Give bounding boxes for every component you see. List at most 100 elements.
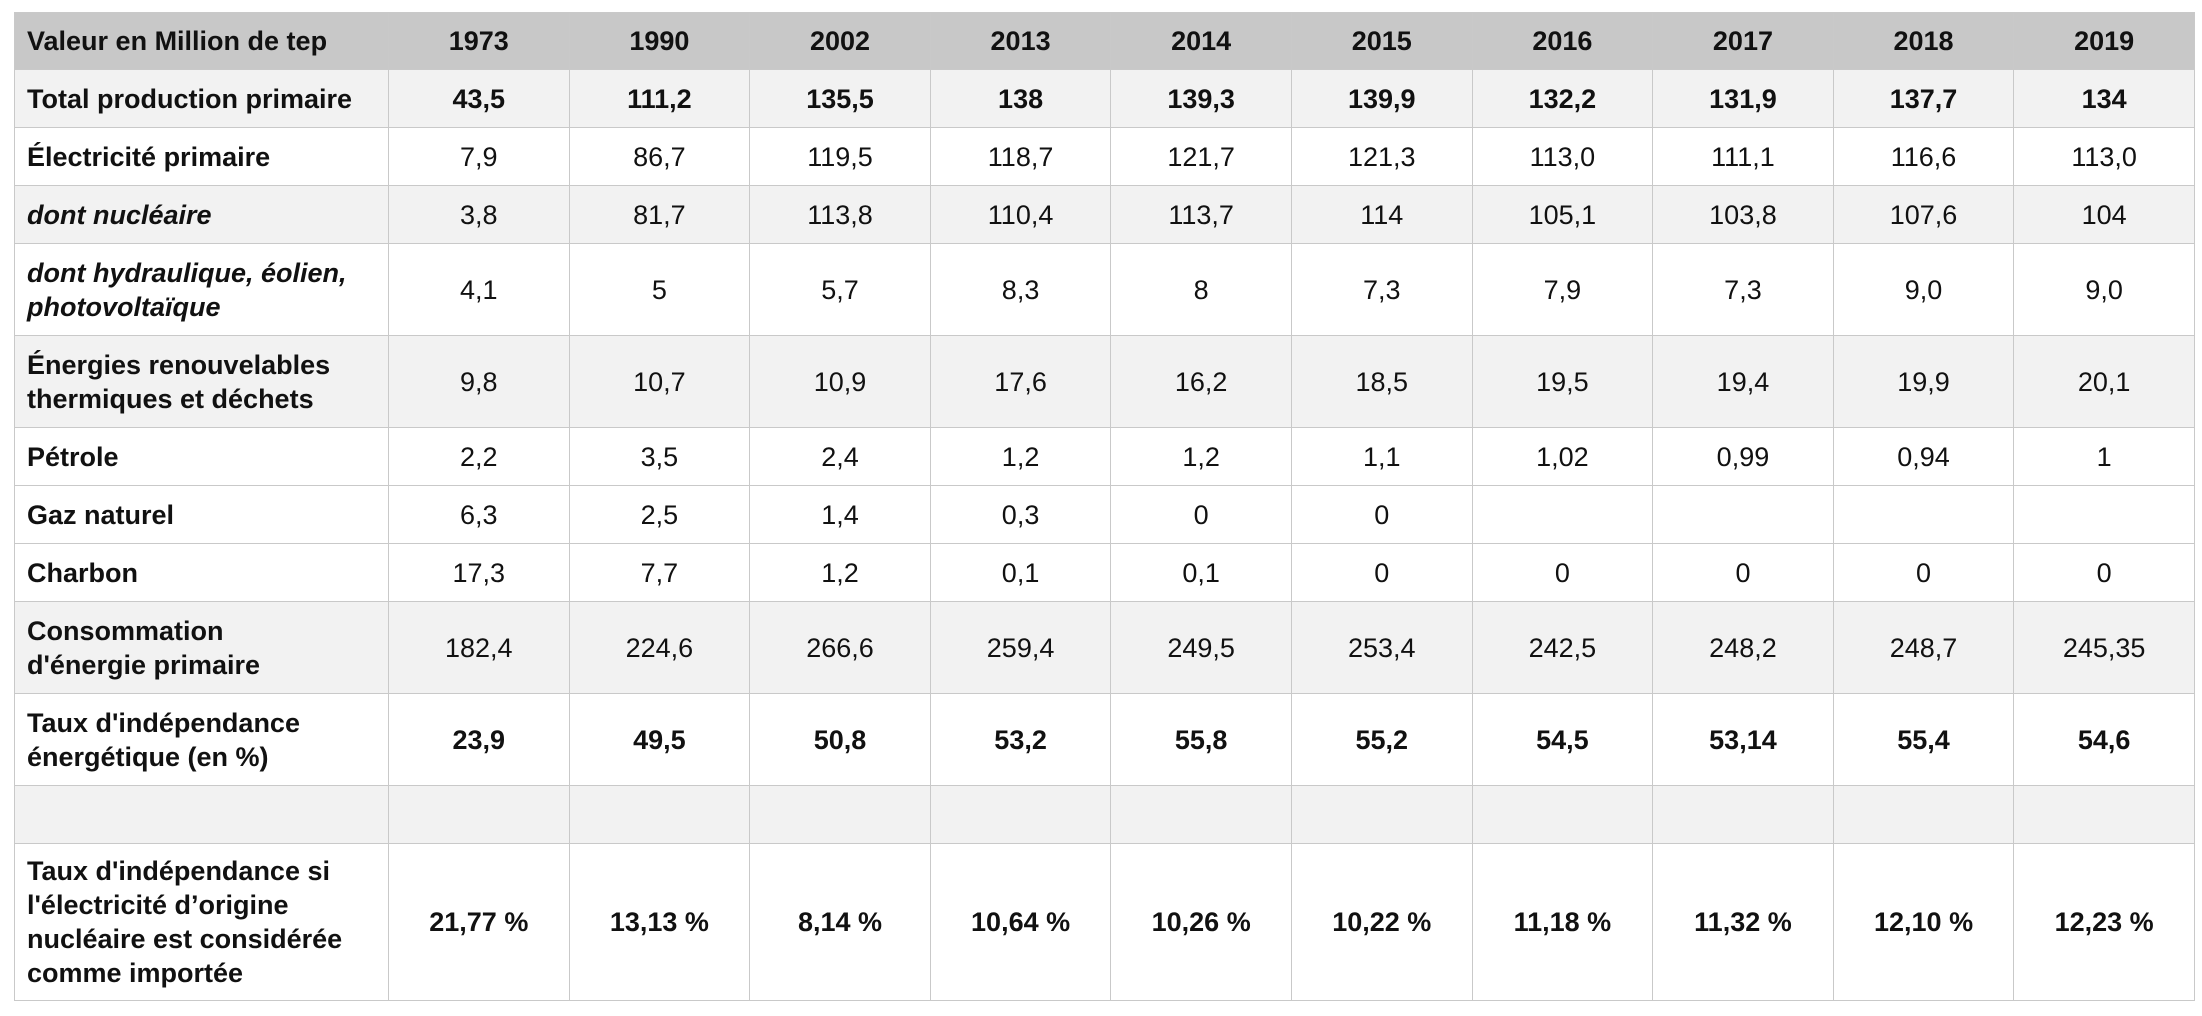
table-cell: 9,0 — [2013, 243, 2195, 336]
table-cell — [2013, 785, 2195, 844]
table-cell — [568, 785, 751, 844]
table-cell — [1471, 485, 1654, 544]
row-label: Électricité primaire — [14, 127, 389, 186]
row-label-line: Total production primaire — [27, 83, 353, 114]
table-cell: 23,9 — [388, 693, 570, 786]
row-label: dont hydraulique, éolien, photovoltaïque — [14, 243, 389, 336]
table-cell: 2,4 — [749, 427, 931, 486]
table-cell: 20,1 — [2013, 335, 2195, 428]
row-label — [14, 785, 389, 844]
table-cell: 0,94 — [1832, 427, 2015, 486]
table-cell: 111,2 — [568, 69, 751, 128]
row-label-line: Consommation — [27, 615, 224, 646]
table-cell: 7,3 — [1652, 243, 1834, 336]
table-cell: 253,4 — [1290, 601, 1473, 694]
row-label-line: nucléaire est considérée — [27, 924, 343, 954]
table-row-dont-nucleaire: dont nucléaire 3,8 81,7 113,8 110,4 113,7 114 1… — [14, 185, 2195, 244]
row-label-line: Taux d'indépendance si — [27, 856, 330, 886]
table-cell: 119,5 — [749, 127, 931, 186]
table-cell: 1,1 — [1290, 427, 1473, 486]
row-label-line: Pétrole — [27, 441, 119, 472]
year-header: 2013 — [929, 12, 1112, 70]
row-label-line: d'énergie primaire — [27, 649, 261, 680]
row-label-line: l'électricité d’origine — [27, 890, 289, 920]
table-cell: 55,8 — [1110, 693, 1292, 786]
table-cell: 249,5 — [1110, 601, 1292, 694]
year-header: 2018 — [1832, 12, 2015, 70]
table-cell — [749, 785, 931, 844]
table-cell: 121,7 — [1110, 127, 1292, 186]
table-cell: 1,2 — [929, 427, 1112, 486]
table-cell: 1,4 — [749, 485, 931, 544]
table-cell: 113,0 — [2013, 127, 2195, 186]
table-cell: 0 — [1832, 543, 2015, 602]
table-cell: 0,99 — [1652, 427, 1834, 486]
row-label-line: Électricité primaire — [27, 141, 271, 172]
table-cell: 113,7 — [1110, 185, 1292, 244]
energy-table: Valeur en Million de tep 1973 1990 2002 … — [14, 12, 2195, 1001]
table-cell: 55,4 — [1832, 693, 2015, 786]
table-cell: 86,7 — [568, 127, 751, 186]
table-cell: 182,4 — [388, 601, 570, 694]
table-cell: 105,1 — [1471, 185, 1654, 244]
table-cell — [1290, 785, 1473, 844]
table-cell: 116,6 — [1832, 127, 2015, 186]
row-label-line: dont hydraulique, éolien, — [27, 257, 347, 288]
row-label: Taux d'indépendance énergétique (en %) — [14, 693, 389, 786]
row-label: Charbon — [14, 543, 389, 602]
energy-table-container: Valeur en Million de tep 1973 1990 2002 … — [14, 12, 2195, 1001]
year-header: 2002 — [749, 12, 931, 70]
table-cell: 7,7 — [568, 543, 751, 602]
row-label-line: Charbon — [27, 557, 138, 588]
table-cell: 19,5 — [1471, 335, 1654, 428]
table-cell: 11,18 % — [1471, 843, 1654, 1001]
table-row-energies-renouvelables: Énergies renouvelables thermiques et déch… — [14, 335, 2195, 428]
table-cell: 10,7 — [568, 335, 751, 428]
table-cell: 4,1 — [388, 243, 570, 336]
table-cell: 7,9 — [1471, 243, 1654, 336]
table-cell: 135,5 — [749, 69, 931, 128]
table-cell: 7,9 — [388, 127, 570, 186]
table-cell: 0 — [1110, 485, 1292, 544]
row-label: Taux d'indépendance si l'électricité d’or… — [14, 843, 389, 1001]
table-cell: 2,5 — [568, 485, 751, 544]
row-label-line: Gaz naturel — [27, 499, 175, 530]
table-cell: 12,10 % — [1832, 843, 2015, 1001]
table-cell: 1,2 — [749, 543, 931, 602]
table-cell: 21,77 % — [388, 843, 570, 1001]
year-header: 2019 — [2013, 12, 2195, 70]
table-cell: 10,9 — [749, 335, 931, 428]
table-cell: 111,1 — [1652, 127, 1834, 186]
table-cell: 0 — [1471, 543, 1654, 602]
table-cell — [1832, 485, 2015, 544]
table-cell: 0 — [2013, 543, 2195, 602]
table-cell — [1652, 485, 1834, 544]
table-cell: 54,5 — [1471, 693, 1654, 786]
row-label-line: Taux d'indépendance — [27, 707, 300, 738]
table-cell: 19,4 — [1652, 335, 1834, 428]
table-cell: 17,6 — [929, 335, 1112, 428]
table-row-charbon: Charbon 17,3 7,7 1,2 0,1 0,1 0 0 0 0 0 — [14, 543, 2195, 602]
table-cell: 114 — [1290, 185, 1473, 244]
row-label: dont nucléaire — [14, 185, 389, 244]
table-cell: 113,0 — [1471, 127, 1654, 186]
header-label: Valeur en Million de tep — [14, 12, 389, 70]
table-cell: 104 — [2013, 185, 2195, 244]
header-row: Valeur en Million de tep 1973 1990 2002 … — [14, 12, 2195, 70]
year-header: 1973 — [388, 12, 570, 70]
table-cell: 5 — [568, 243, 751, 336]
row-label: Pétrole — [14, 427, 389, 486]
row-label: Total production primaire — [14, 69, 389, 128]
table-cell: 2,2 — [388, 427, 570, 486]
table-cell: 50,8 — [749, 693, 931, 786]
table-cell: 19,9 — [1832, 335, 2015, 428]
table-cell: 110,4 — [929, 185, 1112, 244]
row-label: Consommation d'énergie primaire — [14, 601, 389, 694]
table-cell: 81,7 — [568, 185, 751, 244]
table-cell: 10,64 % — [929, 843, 1112, 1001]
table-row-gaz-naturel: Gaz naturel 6,3 2,5 1,4 0,3 0 0 — [14, 485, 2195, 544]
table-cell: 11,32 % — [1652, 843, 1834, 1001]
table-cell — [2013, 485, 2195, 544]
table-row-taux-independance-nucleaire-importee: Taux d'indépendance si l'électricité d’or… — [14, 843, 2195, 1001]
year-header: 1990 — [568, 12, 751, 70]
